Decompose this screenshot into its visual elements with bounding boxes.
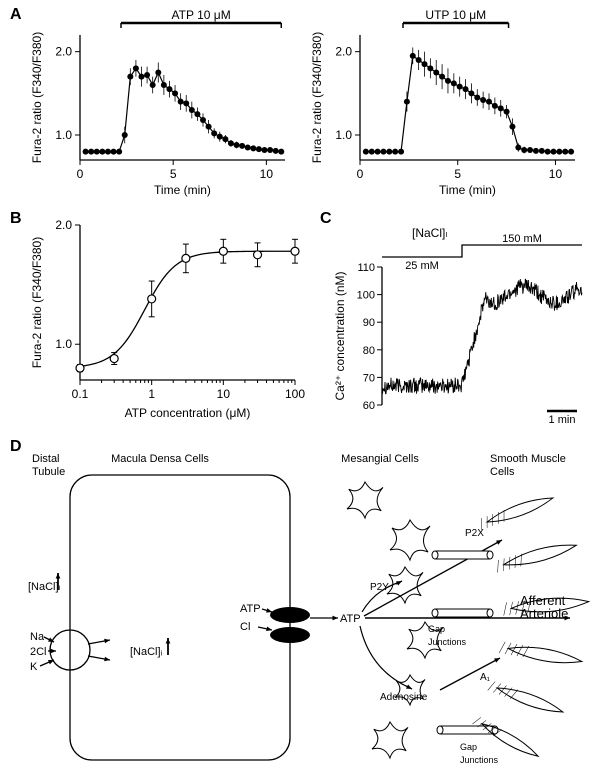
svg-text:1: 1 — [148, 387, 155, 401]
svg-text:P2Y: P2Y — [370, 582, 389, 593]
svg-text:0.1: 0.1 — [72, 387, 89, 401]
svg-text:2.0: 2.0 — [55, 45, 72, 59]
svg-text:ATP: ATP — [240, 603, 261, 615]
svg-text:Distal: Distal — [32, 453, 60, 465]
svg-text:ATP: ATP — [340, 613, 361, 625]
svg-text:Mesangial Cells: Mesangial Cells — [341, 453, 419, 465]
svg-text:K: K — [30, 661, 38, 673]
svg-text:Time (min): Time (min) — [439, 183, 496, 197]
svg-text:Macula Densa Cells: Macula Densa Cells — [111, 453, 209, 465]
svg-text:0: 0 — [77, 167, 84, 181]
svg-text:Fura-2 ratio (F340/F380): Fura-2 ratio (F340/F380) — [30, 32, 44, 163]
panel-d-schematic: DistalTubule Macula Densa Cells Mesangial … — [10, 440, 590, 780]
svg-text:10: 10 — [217, 387, 231, 401]
svg-text:5: 5 — [454, 167, 461, 181]
svg-text:90: 90 — [363, 317, 375, 329]
svg-text:A₁: A₁ — [480, 672, 491, 683]
svg-text:5: 5 — [170, 167, 177, 181]
svg-text:2.0: 2.0 — [335, 45, 352, 59]
panel-c-trace: 60 70 80 90 100 110 Ca²⁺ concentration (nM) [Na… — [330, 225, 590, 425]
svg-text:150 mM: 150 mM — [502, 233, 542, 245]
panel-a-left-chart: 0 5 10 1.0 2.0 Fura-2 ratio (F340/F380) Time (… — [25, 10, 295, 200]
svg-text:0: 0 — [357, 167, 364, 181]
svg-text:10: 10 — [549, 167, 563, 181]
svg-text:Cells: Cells — [490, 466, 515, 478]
svg-text:Fura-2 ratio (F340/F380): Fura-2 ratio (F340/F380) — [30, 237, 44, 368]
svg-text:[NaCl]ₗ: [NaCl]ₗ — [412, 226, 447, 240]
svg-text:25 mM: 25 mM — [405, 260, 439, 272]
svg-text:Junctions: Junctions — [460, 755, 499, 765]
svg-text:10: 10 — [260, 167, 274, 181]
svg-text:[NaCl]ₗ: [NaCl]ₗ — [28, 581, 61, 593]
svg-text:ATP 10 μM: ATP 10 μM — [172, 10, 231, 22]
panel-b-label: B — [10, 210, 22, 228]
svg-text:70: 70 — [363, 372, 375, 384]
svg-text:Junctions: Junctions — [428, 637, 467, 647]
svg-text:Fura-2 ratio (F340/F380): Fura-2 ratio (F340/F380) — [310, 32, 324, 163]
svg-text:Ca²⁺ concentration (nM): Ca²⁺ concentration (nM) — [333, 271, 347, 400]
panel-a-label: A — [10, 6, 22, 24]
svg-text:[NaCl]ᵢ: [NaCl]ᵢ — [130, 646, 163, 658]
panel-a-right-chart: 0 5 10 1.0 2.0 Fura-2 ratio (F340/F380) Time (… — [305, 10, 585, 200]
scientific-figure: A 05101.02.0Fura-2 ratio (F340/F380)Time… — [0, 0, 597, 784]
svg-text:Gap: Gap — [460, 742, 477, 752]
panel-b-chart: 0.1 1 10 100 1.0 2.0 Fura-2 ratio (F340/F380) A… — [25, 215, 305, 425]
svg-text:1.0: 1.0 — [335, 128, 352, 142]
svg-text:Tubule: Tubule — [32, 466, 65, 478]
svg-text:1 min: 1 min — [549, 414, 576, 425]
svg-text:ATP concentration (μM): ATP concentration (μM) — [125, 406, 251, 420]
svg-text:100: 100 — [357, 290, 375, 302]
svg-text:Time (min): Time (min) — [154, 183, 211, 197]
svg-text:2Cl: 2Cl — [30, 646, 47, 658]
svg-text:2.0: 2.0 — [55, 218, 72, 232]
svg-text:100: 100 — [285, 387, 305, 401]
svg-text:UTP 10 μM: UTP 10 μM — [425, 10, 486, 22]
svg-text:80: 80 — [363, 345, 375, 357]
svg-text:Na: Na — [30, 631, 45, 643]
svg-text:1.0: 1.0 — [55, 128, 72, 142]
svg-text:60: 60 — [363, 400, 375, 412]
svg-text:Cl: Cl — [240, 621, 250, 633]
svg-text:110: 110 — [357, 262, 375, 274]
svg-text:Gap: Gap — [428, 624, 445, 634]
svg-text:Smooth Muscle: Smooth Muscle — [490, 453, 566, 465]
svg-text:1.0: 1.0 — [55, 337, 72, 351]
